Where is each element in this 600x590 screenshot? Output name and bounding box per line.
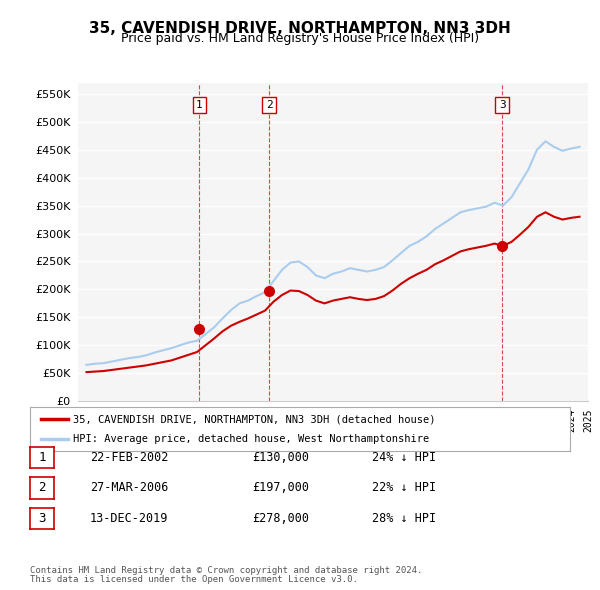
Text: 13-DEC-2019: 13-DEC-2019 xyxy=(90,512,169,525)
Text: 1: 1 xyxy=(196,100,203,110)
Text: Contains HM Land Registry data © Crown copyright and database right 2024.: Contains HM Land Registry data © Crown c… xyxy=(30,566,422,575)
Text: £130,000: £130,000 xyxy=(252,451,309,464)
Text: £197,000: £197,000 xyxy=(252,481,309,494)
Text: 2: 2 xyxy=(38,481,46,494)
Text: 22% ↓ HPI: 22% ↓ HPI xyxy=(372,481,436,494)
Text: 24% ↓ HPI: 24% ↓ HPI xyxy=(372,451,436,464)
Text: HPI: Average price, detached house, West Northamptonshire: HPI: Average price, detached house, West… xyxy=(73,434,430,444)
Text: £278,000: £278,000 xyxy=(252,512,309,525)
Text: 35, CAVENDISH DRIVE, NORTHAMPTON, NN3 3DH (detached house): 35, CAVENDISH DRIVE, NORTHAMPTON, NN3 3D… xyxy=(73,415,436,424)
Text: Price paid vs. HM Land Registry's House Price Index (HPI): Price paid vs. HM Land Registry's House … xyxy=(121,32,479,45)
Text: 2: 2 xyxy=(266,100,272,110)
Text: 27-MAR-2006: 27-MAR-2006 xyxy=(90,481,169,494)
Text: This data is licensed under the Open Government Licence v3.0.: This data is licensed under the Open Gov… xyxy=(30,575,358,584)
Text: 35, CAVENDISH DRIVE, NORTHAMPTON, NN3 3DH: 35, CAVENDISH DRIVE, NORTHAMPTON, NN3 3D… xyxy=(89,21,511,35)
Text: 22-FEB-2002: 22-FEB-2002 xyxy=(90,451,169,464)
Text: 3: 3 xyxy=(38,512,46,525)
Text: 1: 1 xyxy=(38,451,46,464)
Text: 3: 3 xyxy=(499,100,506,110)
Text: 28% ↓ HPI: 28% ↓ HPI xyxy=(372,512,436,525)
